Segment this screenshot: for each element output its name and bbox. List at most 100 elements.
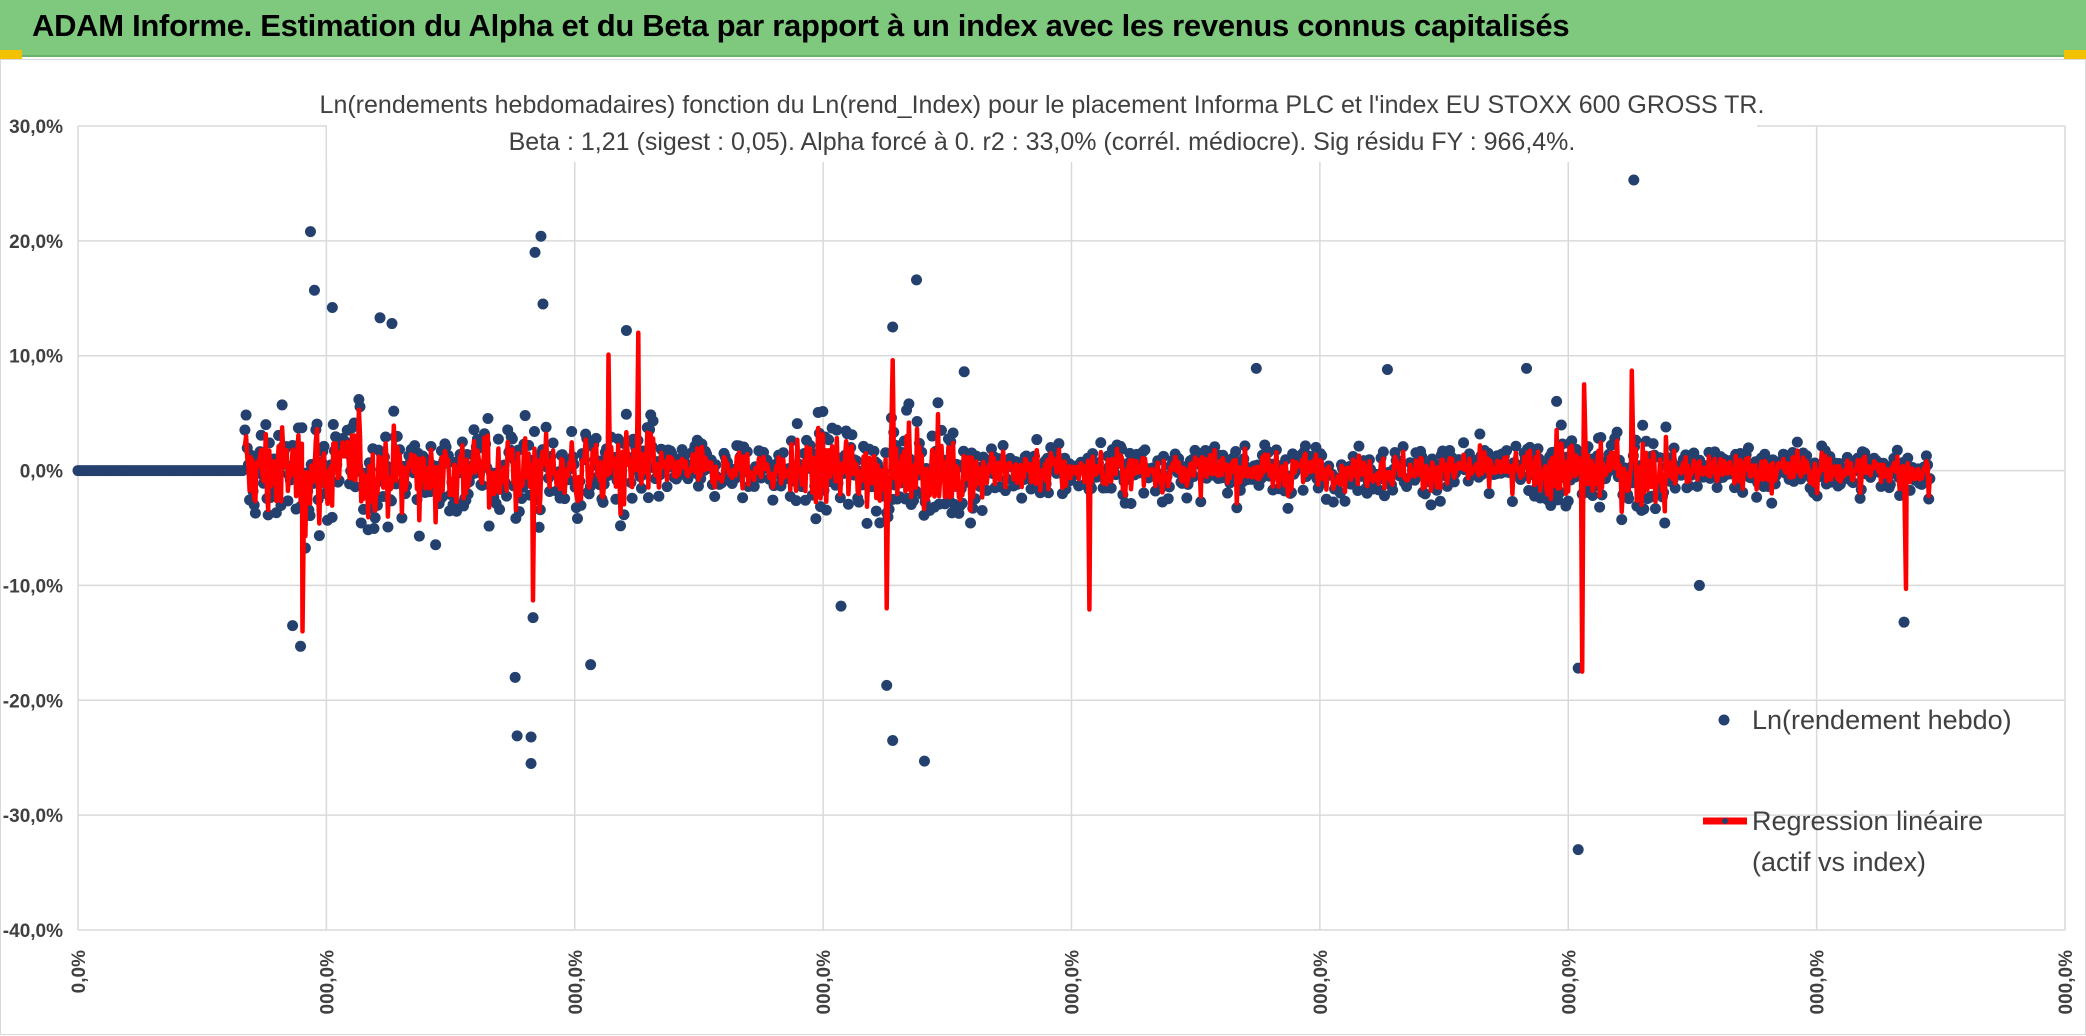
data-point: [835, 600, 847, 612]
data-point: [647, 415, 659, 427]
data-point: [868, 445, 880, 457]
data-point: [965, 517, 977, 529]
x-tick-label: 000,0%: [814, 950, 835, 1015]
data-point: [620, 408, 632, 420]
chart-canvas: 30,0% 20,0% 10,0% 0,0% -10,0% -20,0% -30,0% -40…: [3, 90, 2077, 1014]
data-point: [304, 226, 316, 238]
data-point: [1766, 497, 1778, 509]
data-point: [653, 490, 665, 502]
data-point: [846, 429, 858, 441]
data-point: [382, 521, 394, 533]
data-point: [932, 397, 944, 409]
data-point: [1691, 480, 1703, 492]
data-point: [918, 755, 930, 767]
report-banner: ADAM Informe. Estimation du Alpha et du …: [0, 0, 2086, 57]
data-point: [661, 481, 673, 493]
chart-title-block: Ln(rendements hebdomadaires) fonction du…: [320, 90, 1764, 162]
data-point: [817, 406, 829, 418]
data-point: [249, 507, 261, 519]
y-tick-label: 30,0%: [9, 117, 63, 138]
y-tick-label: -30,0%: [3, 806, 63, 827]
data-point: [1751, 491, 1763, 503]
corner-marker-top-left: [0, 50, 22, 59]
data-point: [861, 517, 873, 529]
data-point: [1594, 501, 1606, 513]
data-point: [1222, 487, 1234, 499]
data-point: [374, 312, 386, 324]
data-point: [1647, 438, 1659, 450]
data-point: [540, 421, 552, 433]
data-point: [509, 671, 521, 683]
data-point: [1042, 487, 1054, 499]
x-tick-label: 000,0%: [1063, 950, 1084, 1015]
data-point: [748, 480, 760, 492]
y-tick-label: 20,0%: [9, 232, 63, 253]
legend-scatter-label: Ln(rendement hebdo): [1752, 705, 2012, 735]
data-point: [559, 493, 571, 505]
legend-regression-dot: [1722, 818, 1728, 824]
data-point: [853, 496, 865, 508]
data-point: [527, 612, 539, 624]
data-point: [566, 426, 578, 438]
data-point: [1649, 503, 1661, 515]
data-point: [1551, 395, 1563, 407]
data-point: [1611, 426, 1623, 438]
data-point: [1628, 174, 1640, 186]
data-point: [296, 422, 308, 434]
data-point: [260, 419, 272, 431]
data-point: [1181, 492, 1193, 504]
data-point: [355, 517, 367, 529]
data-point: [287, 620, 299, 632]
data-point: [999, 485, 1011, 497]
data-point: [525, 731, 537, 743]
data-point: [1742, 442, 1754, 454]
data-point: [313, 530, 325, 542]
scatter-series: [72, 174, 1936, 856]
data-point: [887, 734, 899, 746]
data-point: [590, 432, 602, 444]
data-point: [831, 424, 843, 436]
data-point: [571, 512, 583, 524]
data-point: [413, 530, 425, 542]
x-tick-label: 000,0%: [2056, 950, 2077, 1015]
data-point: [537, 298, 549, 310]
data-point: [1034, 487, 1046, 499]
chart-axes: 30,0% 20,0% 10,0% 0,0% -10,0% -20,0% -30,0% -40…: [3, 117, 2077, 1014]
x-tick-label: 0,0%: [69, 950, 90, 993]
data-point: [1031, 434, 1043, 446]
y-tick-label: -10,0%: [3, 576, 63, 597]
data-point: [349, 481, 361, 493]
data-point: [1434, 495, 1446, 507]
data-point: [785, 435, 797, 447]
data-point: [880, 447, 892, 459]
data-point: [911, 415, 923, 427]
data-point: [476, 479, 488, 491]
data-point: [1095, 437, 1107, 449]
x-tick-label: 000,0%: [566, 950, 587, 1015]
data-point: [887, 321, 899, 333]
data-point: [1637, 419, 1649, 431]
data-point: [308, 284, 320, 296]
data-point: [528, 426, 540, 438]
x-tick-label: 000,0%: [1559, 950, 1580, 1015]
y-tick-label: 0,0%: [20, 462, 63, 483]
data-point: [326, 511, 338, 523]
data-point: [311, 418, 323, 430]
data-point: [947, 427, 959, 439]
data-point: [396, 512, 408, 524]
data-point: [533, 521, 545, 533]
data-point: [295, 640, 307, 652]
y-tick-label: -20,0%: [3, 691, 63, 712]
data-point: [626, 492, 638, 504]
data-point: [1659, 517, 1671, 529]
data-point: [767, 494, 779, 506]
legend-regression-label: Regression linéaire: [1752, 806, 1983, 836]
data-point: [842, 498, 854, 510]
data-point: [1572, 844, 1584, 856]
data-point: [519, 410, 531, 422]
chart-area: 30,0% 20,0% 10,0% 0,0% -10,0% -20,0% -30,0% -40…: [0, 59, 2086, 1035]
data-point: [1562, 495, 1574, 507]
data-point: [1898, 616, 1910, 628]
data-point: [881, 679, 893, 691]
data-point: [834, 492, 846, 504]
